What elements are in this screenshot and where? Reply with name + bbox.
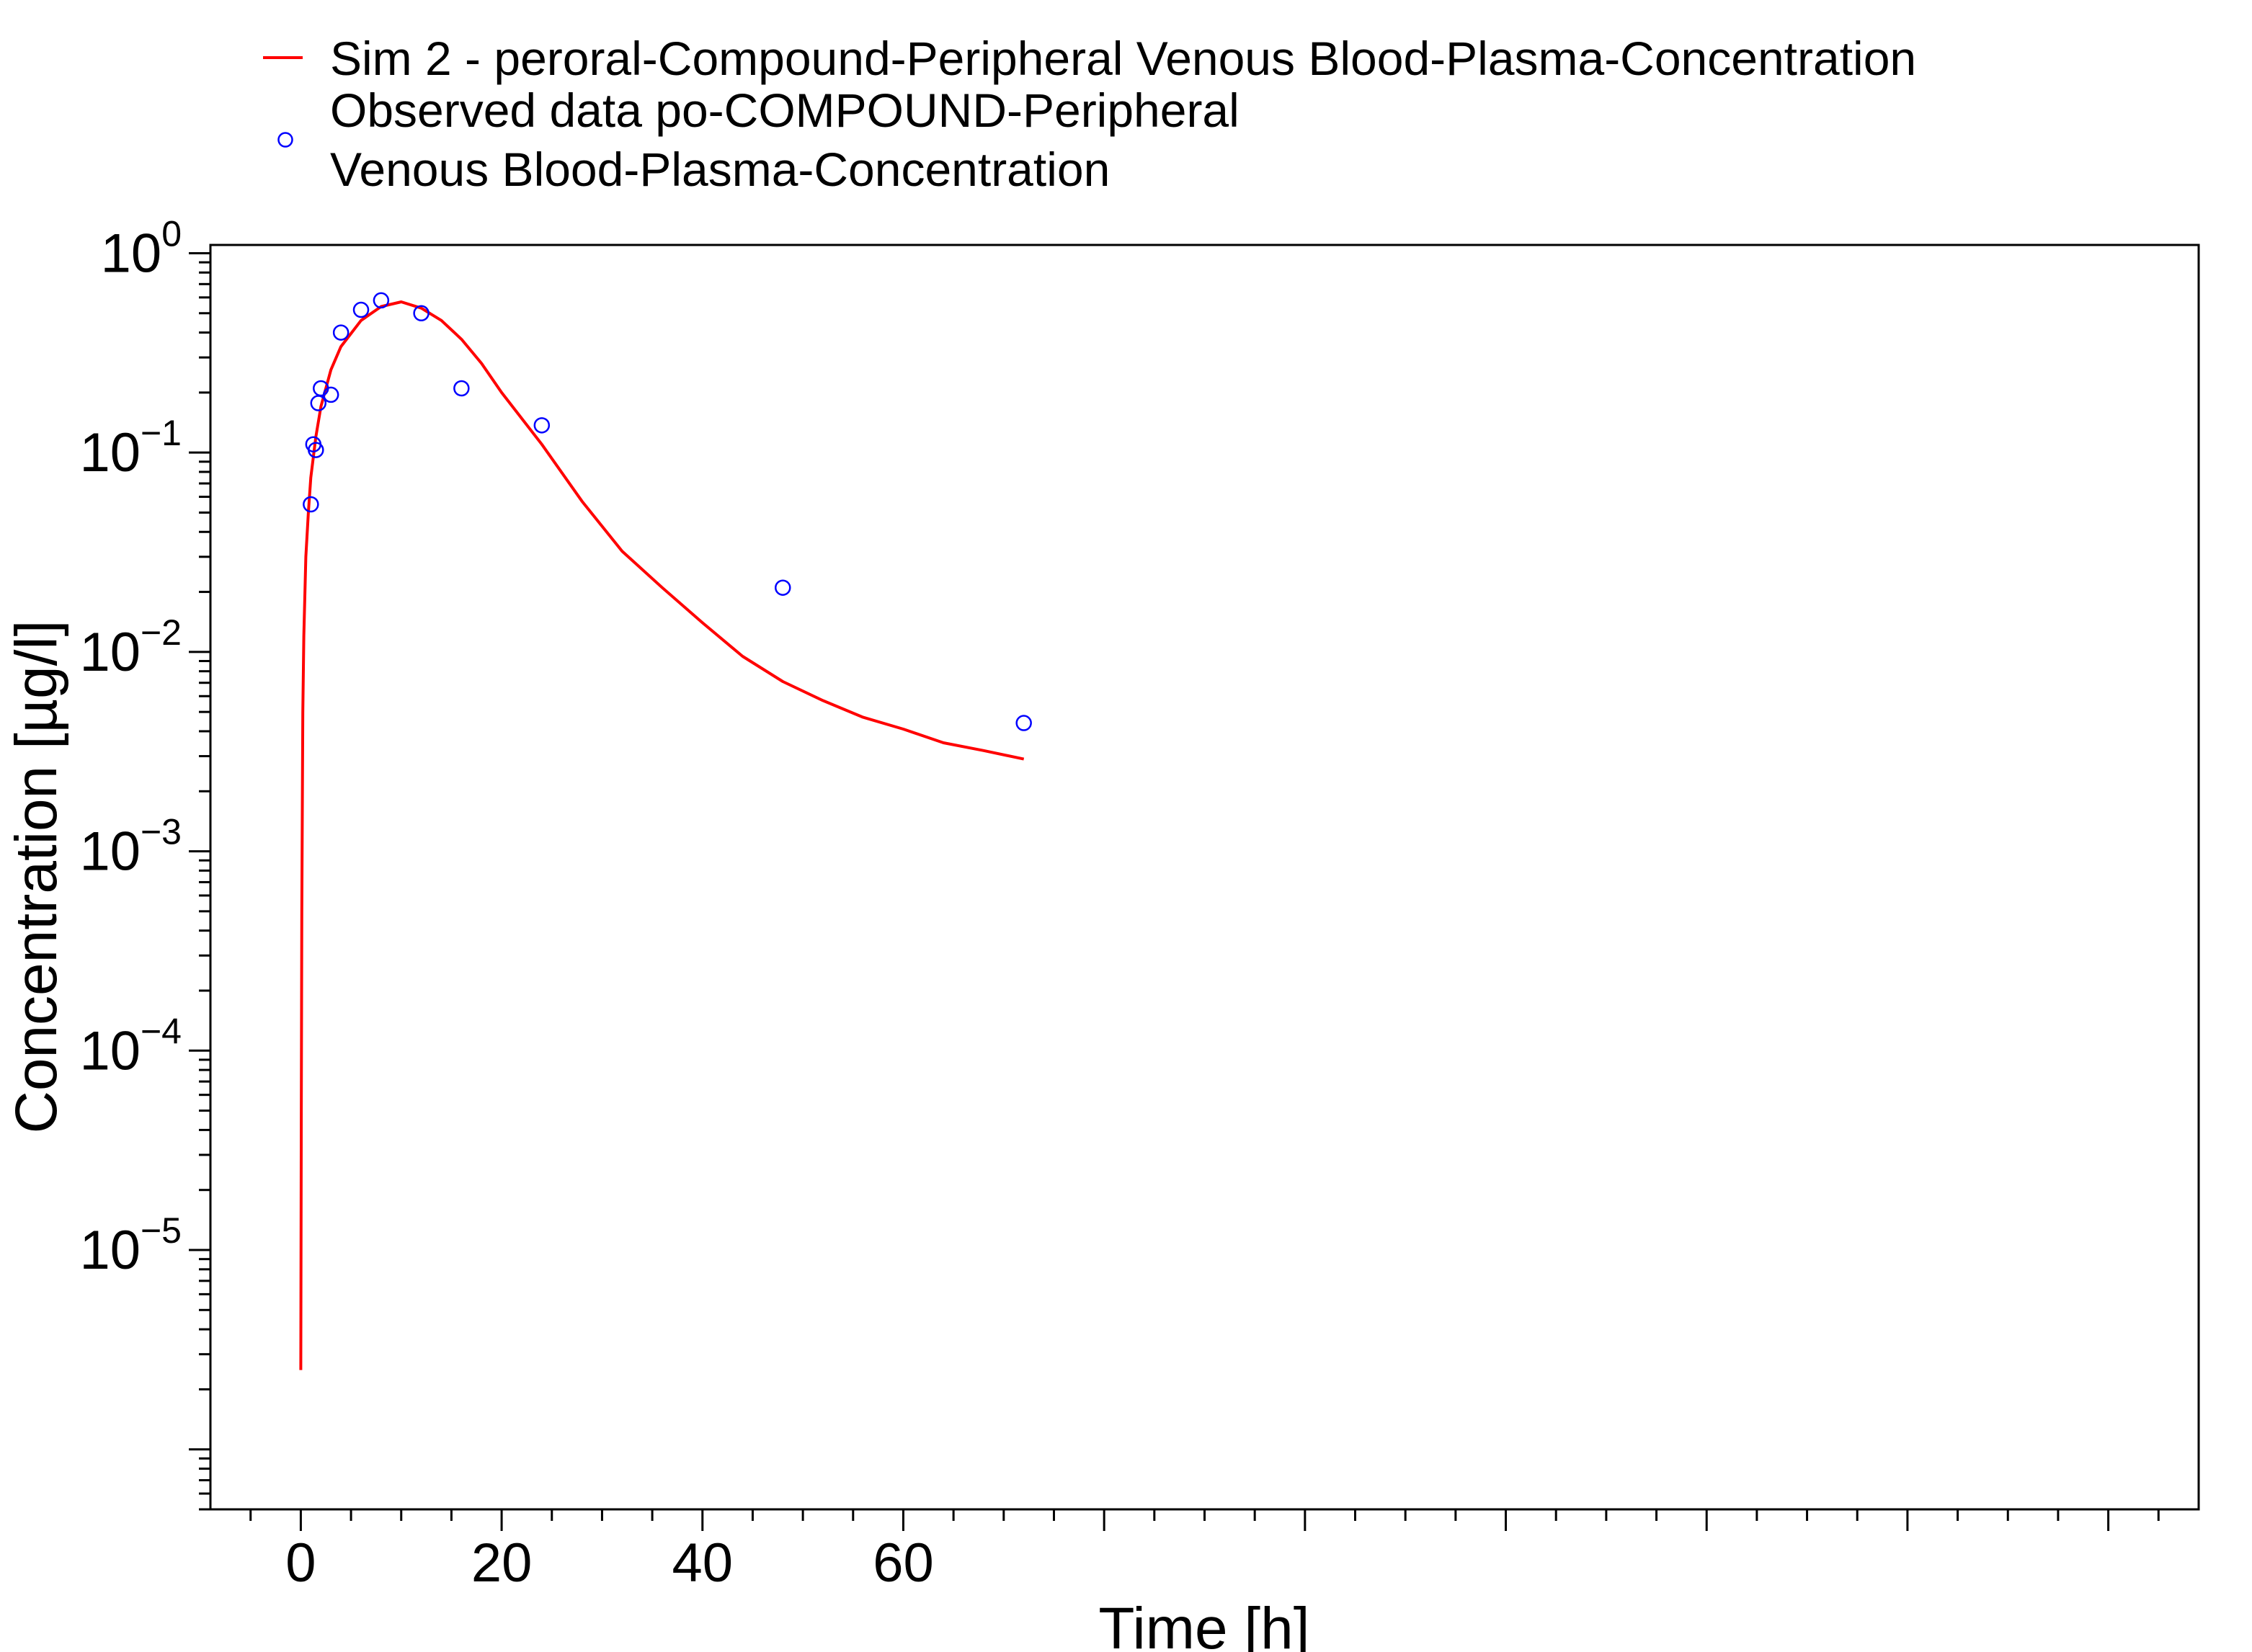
y-tick-label: 10−5 [79, 1210, 182, 1281]
x-tick-label: 20 [471, 1532, 533, 1594]
x-axis: 0 20 40 60 [249, 1509, 2160, 1594]
data-point-observed [373, 292, 390, 309]
data-point-observed [322, 386, 339, 403]
y-tick-label: 10−3 [79, 812, 182, 883]
x-tick-label: 60 [873, 1532, 934, 1594]
x-axis-label: Time [h] [1098, 1596, 1309, 1652]
legend: Sim 2 - peroral-Compound-Peripheral Veno… [263, 32, 1916, 196]
legend-entry-observed-line1: Observed data po-COMPOUND-Peripheral [330, 84, 1240, 137]
series-layer [299, 292, 1032, 1370]
legend-entry-observed-line2: Venous Blood-Plasma-Concentration [330, 143, 1110, 196]
data-point-observed [303, 496, 319, 513]
data-point-observed [775, 579, 791, 596]
legend-entry-simulation: Sim 2 - peroral-Compound-Peripheral Veno… [330, 32, 1916, 85]
y-axis: 10−5 10−4 10−3 10−2 10−1 100 [79, 213, 210, 1511]
series-line-simulation [299, 300, 1025, 1370]
y-tick-label: 10−2 [79, 612, 182, 683]
x-tick-label: 40 [672, 1532, 734, 1594]
data-point-observed [308, 442, 324, 458]
x-tick-label: 0 [285, 1532, 316, 1594]
data-point-observed [1015, 715, 1032, 731]
data-point-observed [413, 305, 430, 322]
data-point-observed [533, 417, 551, 434]
legend-swatch-marker [277, 132, 293, 148]
y-tick-label: 100 [101, 213, 182, 284]
y-axis-label: Concentration [µg/l] [4, 620, 69, 1134]
plot-area [209, 244, 2200, 1511]
data-point-observed [332, 324, 350, 341]
data-point-observed [352, 301, 370, 318]
y-tick-label: 10−1 [79, 413, 182, 483]
y-tick-label: 10−4 [79, 1011, 182, 1081]
data-point-observed [310, 395, 327, 411]
data-point-observed [453, 380, 470, 397]
